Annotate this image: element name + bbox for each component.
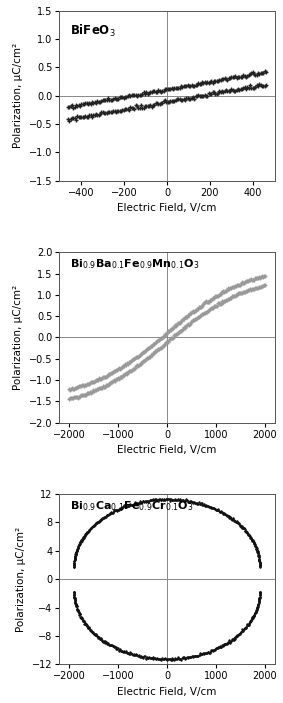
Y-axis label: Polarization, μC/cm²: Polarization, μC/cm² xyxy=(13,285,23,390)
X-axis label: Electric Field, V/cm: Electric Field, V/cm xyxy=(117,687,217,697)
X-axis label: Electric Field, V/cm: Electric Field, V/cm xyxy=(117,203,217,213)
Y-axis label: Polarization, μC/cm²: Polarization, μC/cm² xyxy=(13,43,23,148)
Text: Bi$_{0.9}$Ca$_{0.1}$Fe$_{0.9}$Cr$_{0.1}$O$_3$: Bi$_{0.9}$Ca$_{0.1}$Fe$_{0.9}$Cr$_{0.1}$… xyxy=(70,499,194,513)
Text: BiFeO$_3$: BiFeO$_3$ xyxy=(70,22,116,39)
Y-axis label: Polarization, μC/cm²: Polarization, μC/cm² xyxy=(16,527,26,632)
Text: Bi$_{0.9}$Ba$_{0.1}$Fe$_{0.9}$Mn$_{0.1}$O$_3$: Bi$_{0.9}$Ba$_{0.1}$Fe$_{0.9}$Mn$_{0.1}$… xyxy=(70,257,200,271)
X-axis label: Electric Field, V/cm: Electric Field, V/cm xyxy=(117,445,217,455)
